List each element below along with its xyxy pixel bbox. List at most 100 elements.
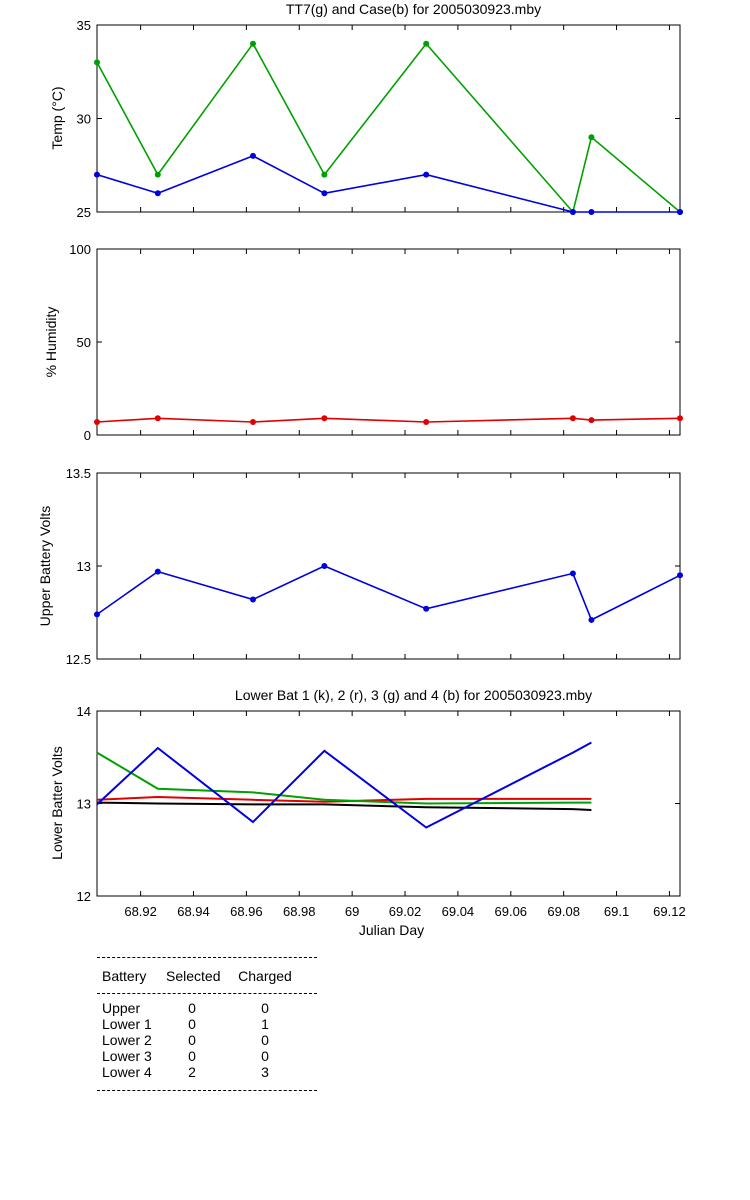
table-row: Lower 2 0 0 <box>97 1032 317 1048</box>
battery-name: Lower 1 <box>102 1016 152 1032</box>
data-point <box>321 563 328 569</box>
data-point <box>154 171 161 178</box>
series-line <box>96 42 681 214</box>
y-tick-label: 13 <box>77 559 91 574</box>
series-line <box>96 751 592 805</box>
data-point <box>569 209 576 215</box>
data-point <box>154 190 161 197</box>
data-point <box>588 209 595 215</box>
data-point <box>423 40 430 47</box>
data-point <box>321 415 328 422</box>
battery-name: Lower 2 <box>102 1032 152 1048</box>
y-axis-label: Lower Batter Volts <box>49 746 65 860</box>
y-tick-label: 12.5 <box>66 652 91 667</box>
series-line <box>96 155 680 213</box>
data-point <box>423 418 430 425</box>
data-point <box>249 40 256 47</box>
figure: 25 30 35 Temp (°C) TT7(g) and Case(b) for 20… <box>37 1 686 938</box>
table-divider <box>97 993 317 994</box>
table-row: Lower 3 0 0 <box>97 1048 317 1064</box>
data-point <box>154 415 161 422</box>
y-tick-label: 100 <box>69 242 91 257</box>
battery-name: Lower 3 <box>102 1048 152 1064</box>
data-point <box>249 596 256 603</box>
series-line <box>96 417 681 423</box>
x-tick-label: 68.98 <box>283 904 316 919</box>
chart-title: TT7(g) and Case(b) for 2005030923.mby <box>286 1 541 17</box>
data-point <box>423 605 430 612</box>
data-point <box>423 171 430 178</box>
charged-count: 3 <box>261 1064 269 1080</box>
data-point <box>588 134 595 141</box>
series-line <box>96 795 592 803</box>
header-battery: Battery <box>102 967 147 984</box>
x-tick-label: 68.96 <box>230 904 263 919</box>
table-divider <box>97 957 317 958</box>
x-tick-label: 69.1 <box>604 904 629 919</box>
data-point <box>677 209 683 215</box>
charged-count: 1 <box>261 1016 269 1032</box>
data-point <box>94 418 100 425</box>
chart-title: Lower Bat 1 (k), 2 (r), 3 (g) and 4 (b) … <box>235 687 592 703</box>
table-row: Lower 4 2 3 <box>97 1064 317 1080</box>
charged-count: 0 <box>261 1032 269 1048</box>
x-tick-label: 68.94 <box>177 904 210 919</box>
series-line <box>96 801 592 811</box>
data-point <box>249 152 256 159</box>
y-tick-label: 50 <box>77 335 91 350</box>
battery-name: Lower 4 <box>102 1064 152 1080</box>
header-charged: Charged <box>238 967 292 984</box>
data-point <box>677 415 683 422</box>
y-tick-label: 35 <box>77 18 91 33</box>
data-point <box>94 611 100 618</box>
charged-count: 0 <box>261 1000 269 1016</box>
plot-frame <box>96 248 681 436</box>
data-point <box>588 616 595 623</box>
y-tick-label: 12 <box>77 889 91 904</box>
data-point <box>94 171 100 178</box>
battery-name: Upper <box>102 1000 141 1016</box>
selected-count: 2 <box>188 1064 196 1080</box>
data-point <box>321 190 328 197</box>
data-point <box>677 572 683 579</box>
data-point <box>94 59 100 66</box>
x-tick-label: 69.04 <box>442 904 475 919</box>
selected-count: 0 <box>188 1032 196 1048</box>
y-tick-label: 0 <box>84 428 91 443</box>
selected-count: 0 <box>188 1016 196 1032</box>
data-point <box>569 570 576 577</box>
charged-count: 0 <box>261 1048 269 1064</box>
y-tick-label: 13.5 <box>66 466 91 481</box>
selected-count: 0 <box>188 1048 196 1064</box>
table-row: Lower 1 0 1 <box>97 1016 317 1032</box>
series-line <box>96 565 681 622</box>
table-header-row: Battery Selected Charged <box>97 958 317 993</box>
x-tick-label: 69.08 <box>547 904 580 919</box>
plot-frame <box>96 24 681 213</box>
y-tick-label: 13 <box>77 797 91 812</box>
x-tick-label: 69 <box>345 904 359 919</box>
x-tick-label: 69.12 <box>653 904 686 919</box>
data-point <box>588 417 595 424</box>
plot-frame <box>96 472 681 660</box>
selected-count: 0 <box>188 1000 196 1016</box>
y-tick-label: 25 <box>77 205 91 220</box>
battery-status-table: Battery Selected Charged Upper 0 0 Lower… <box>97 957 317 1091</box>
table-row: Upper 0 0 <box>97 1000 317 1016</box>
x-tick-label: 68.92 <box>124 904 157 919</box>
table-divider <box>97 1090 317 1091</box>
y-tick-label: 30 <box>77 112 91 127</box>
y-tick-label: 14 <box>77 704 91 719</box>
y-axis-label: Upper Battery Volts <box>37 506 53 627</box>
y-axis-label: Temp (°C) <box>49 86 65 149</box>
header-selected: Selected <box>166 967 221 984</box>
x-tick-label: 69.02 <box>389 904 422 919</box>
y-axis-label: % Humidity <box>43 307 59 378</box>
data-point <box>154 568 161 575</box>
data-point <box>249 418 256 425</box>
x-tick-label: 69.06 <box>495 904 528 919</box>
series-line <box>96 741 592 829</box>
x-axis-label: Julian Day <box>359 922 424 938</box>
data-point <box>321 171 328 178</box>
data-point <box>569 415 576 422</box>
